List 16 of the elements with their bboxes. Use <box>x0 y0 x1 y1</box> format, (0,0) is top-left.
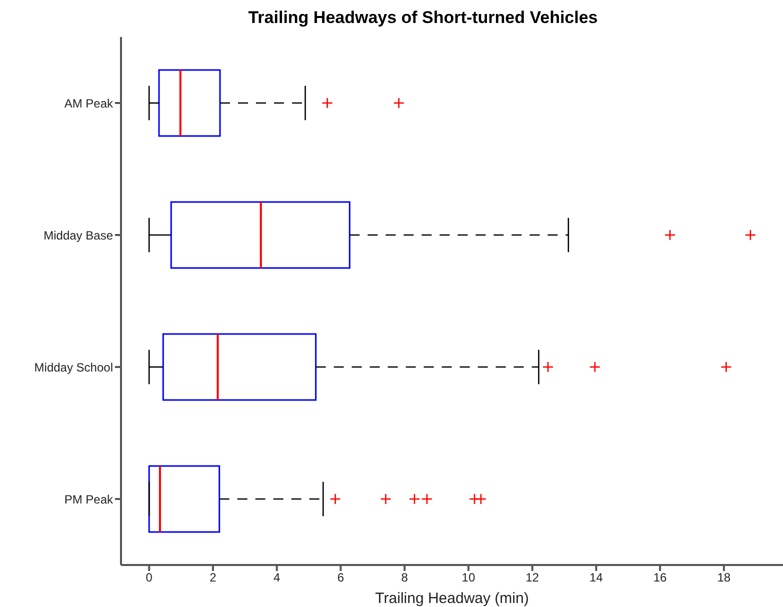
y-tick-label: PM Peak <box>64 492 114 506</box>
x-tick-label: 14 <box>590 570 604 585</box>
y-tick-label: Midday Base <box>44 228 114 242</box>
x-tick-label: 10 <box>462 570 476 585</box>
x-tick-label: 12 <box>526 570 540 585</box>
x-tick-label: 0 <box>146 570 153 585</box>
x-tick-label: 16 <box>653 570 668 585</box>
y-tick-label: Midday School <box>34 360 113 374</box>
x-tick-label: 8 <box>401 570 408 585</box>
chart-title: Trailing Headways of Short-turned Vehicles <box>247 8 599 28</box>
x-tick-label: 6 <box>337 570 344 585</box>
x-tick-label: 18 <box>717 570 731 585</box>
x-tick-label: 2 <box>210 570 217 585</box>
x-axis-title: Trailing Headway (min) <box>375 590 529 607</box>
x-tick-label: 4 <box>273 570 280 585</box>
y-tick-label: AM Peak <box>64 96 114 110</box>
